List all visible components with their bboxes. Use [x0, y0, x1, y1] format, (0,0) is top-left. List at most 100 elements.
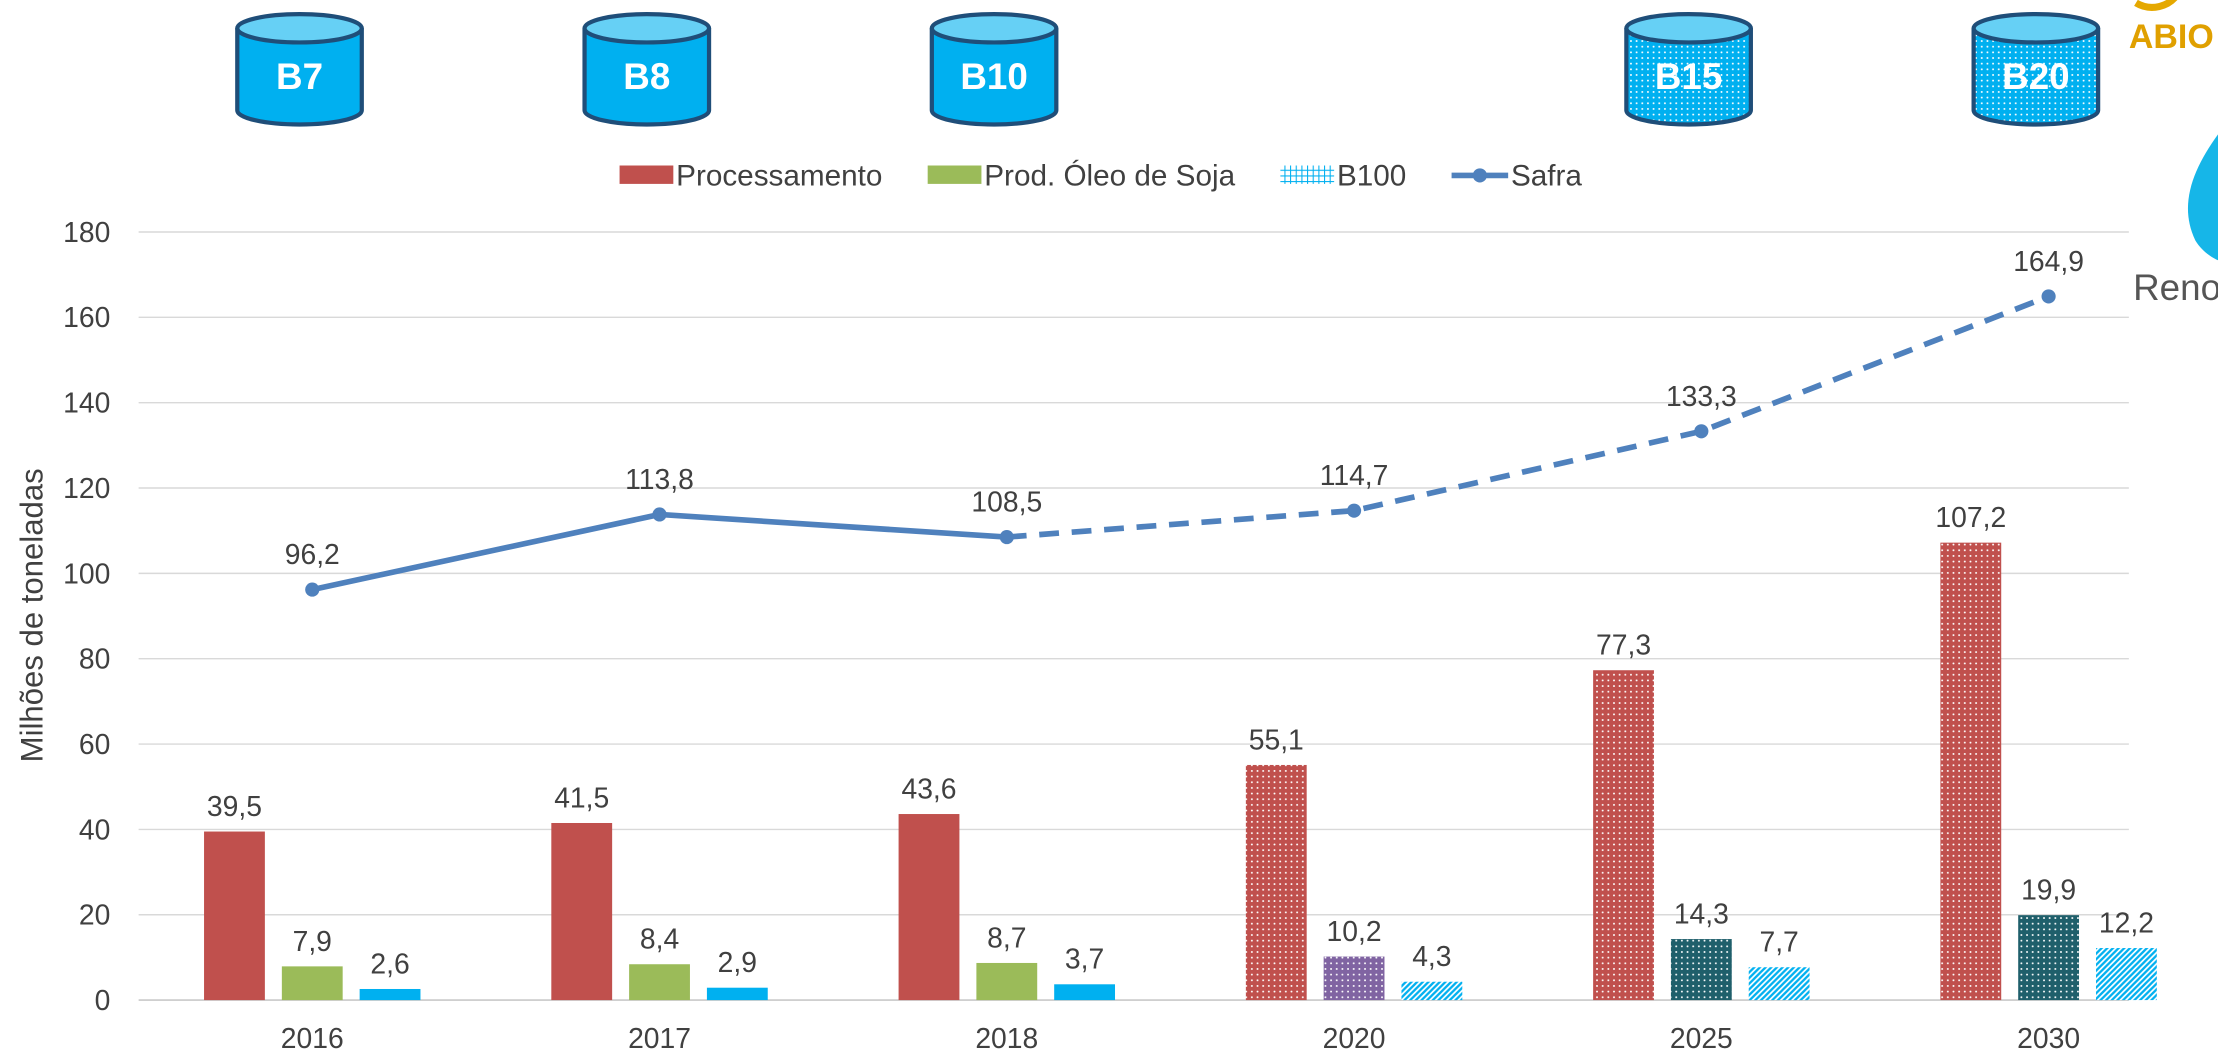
- bar: [1670, 939, 1732, 1001]
- y-tick-label: 100: [63, 557, 110, 589]
- legend-dot: [1472, 168, 1487, 183]
- cylinder-body: [929, 28, 1059, 127]
- bar: [281, 966, 343, 1001]
- bar: [1245, 764, 1307, 1001]
- y-tick-label: 140: [63, 387, 110, 419]
- bar: [1593, 670, 1654, 1001]
- data-label: 108,5: [971, 486, 1042, 518]
- y-tick-label: 60: [79, 728, 110, 760]
- data-label: 96,2: [285, 538, 340, 570]
- data-label: 4,3: [1412, 940, 1451, 972]
- data-label: 55,1: [1249, 723, 1304, 755]
- line-point: [1694, 424, 1709, 439]
- legend-item: Processamento: [619, 159, 882, 192]
- bar: [1748, 967, 1810, 1001]
- blend-cylinder: B8: [582, 12, 712, 127]
- blend-cylinder: B10: [929, 12, 1059, 127]
- cylinder-top: [1971, 12, 2101, 45]
- y-axis-label: Milhões de toneladas: [14, 468, 49, 762]
- bar: [204, 831, 265, 1001]
- blend-label: B15: [1655, 56, 1722, 97]
- bar: [2095, 948, 2157, 1001]
- legend-label: Safra: [1511, 159, 1582, 192]
- legend-item: Safra: [1451, 159, 1582, 192]
- data-label: 7,7: [1759, 926, 1798, 958]
- data-label: 10,2: [1327, 915, 1382, 947]
- bar: [898, 814, 960, 1001]
- x-tick-label: 2030: [2017, 1022, 2080, 1052]
- bar: [1054, 984, 1116, 1001]
- bar: [1323, 956, 1385, 1001]
- y-tick-label: 40: [79, 813, 110, 845]
- logo-text: ABIO: [2129, 18, 2214, 56]
- cylinder-top: [582, 12, 712, 45]
- blend-label: B8: [623, 56, 670, 97]
- data-label: 43,6: [901, 772, 956, 804]
- legend-item: Prod. Óleo de Soja: [927, 159, 1236, 192]
- blend-label: B20: [2002, 56, 2069, 97]
- y-tick-label: 180: [63, 216, 110, 248]
- legend-swatch: [927, 165, 982, 184]
- data-label: 14,3: [1674, 898, 1729, 930]
- logo-drop: [2187, 134, 2218, 261]
- line-point: [2041, 289, 2056, 304]
- data-label: 12,2: [2099, 906, 2154, 938]
- y-tick-label: 160: [63, 301, 110, 333]
- data-label: 8,4: [640, 923, 679, 955]
- data-label: 7,9: [293, 925, 332, 957]
- data-label: 39,5: [207, 790, 262, 822]
- line-projected: [1006, 293, 2050, 540]
- bar: [2018, 915, 2080, 1001]
- cylinder-body: [582, 28, 712, 127]
- x-tick-label: 2017: [628, 1022, 691, 1052]
- bar: [976, 962, 1038, 1001]
- y-tick-label: 0: [95, 984, 111, 1016]
- legend-item: B100: [1280, 159, 1406, 192]
- line-point: [1346, 503, 1362, 518]
- legend-label: Processamento: [676, 159, 882, 192]
- cylinder-top: [1624, 12, 1753, 45]
- bar: [551, 822, 613, 1001]
- data-label: 133,3: [1666, 380, 1737, 412]
- line-point: [999, 530, 1014, 545]
- cylinder-body: [235, 28, 364, 127]
- x-tick-label: 2018: [975, 1022, 1038, 1052]
- line-actual: [311, 511, 1007, 593]
- line-point: [305, 582, 320, 597]
- data-label: 3,7: [1065, 943, 1104, 975]
- data-label: 19,9: [2021, 874, 2076, 906]
- data-label: 8,7: [987, 921, 1026, 953]
- legend-label: B100: [1337, 159, 1406, 192]
- data-label: 2,9: [718, 946, 757, 978]
- line-point: [652, 507, 667, 522]
- cylinder-top: [929, 12, 1059, 45]
- y-tick-label: 120: [63, 472, 110, 504]
- bar: [706, 987, 768, 1001]
- data-label: 113,8: [625, 463, 694, 495]
- blend-label: B7: [276, 56, 323, 97]
- data-label: 41,5: [554, 781, 609, 813]
- x-tick-label: 2020: [1323, 1022, 1386, 1052]
- x-tick-label: 2016: [281, 1022, 344, 1052]
- cylinder-body: [1624, 28, 1753, 127]
- x-tick-label: 2025: [1670, 1022, 1733, 1052]
- y-tick-label: 20: [79, 899, 110, 931]
- legend-label: Prod. Óleo de Soja: [984, 159, 1235, 192]
- legend-swatch: [619, 165, 674, 184]
- bar: [629, 964, 690, 1001]
- cylinder-top: [235, 12, 364, 45]
- cylinder-body: [1971, 28, 2101, 127]
- blend-cylinder: B20: [1971, 12, 2101, 127]
- legend-swatch: [1280, 165, 1335, 184]
- data-label: 114,7: [1320, 459, 1389, 491]
- logo-text: Reno: [2133, 267, 2218, 308]
- bar: [1401, 981, 1463, 1001]
- blend-cylinder: B15: [1624, 12, 1753, 127]
- data-label: 2,6: [370, 947, 409, 979]
- blend-cylinder: B7: [235, 12, 364, 127]
- bar: [359, 988, 421, 1001]
- blend-label: B10: [960, 56, 1027, 97]
- data-label: 77,3: [1596, 629, 1651, 661]
